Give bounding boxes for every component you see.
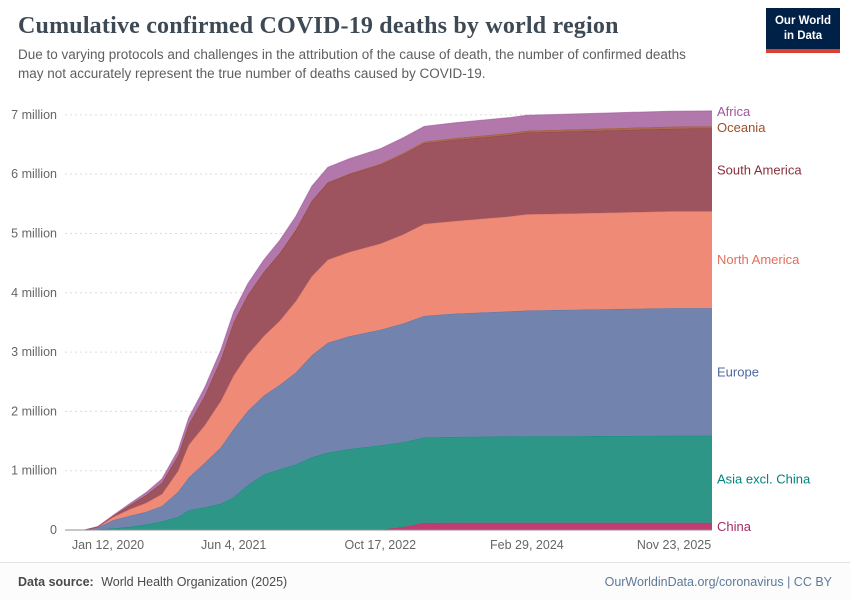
x-tick-label: Feb 29, 2024 <box>490 538 564 552</box>
area-asia-excl-china[interactable] <box>85 435 712 530</box>
area-china[interactable] <box>85 522 712 530</box>
area-north-america[interactable] <box>85 211 712 530</box>
legend-label-africa[interactable]: Africa <box>717 104 751 119</box>
legend-label-asia-excl-china[interactable]: Asia excl. China <box>717 472 811 487</box>
owid-logo-line2: in Data <box>783 29 823 42</box>
y-tick-label: 0 <box>50 523 57 537</box>
area-europe[interactable] <box>85 308 712 530</box>
chart-subtitle: Due to varying protocols and challenges … <box>18 47 686 82</box>
owid-logo: Our World in Data <box>765 8 840 53</box>
y-tick-label: 5 million <box>11 226 57 240</box>
owid-logo-line1: Our World <box>774 15 831 27</box>
legend-label-oceania[interactable]: Oceania <box>717 120 766 135</box>
x-tick-label: Jun 4, 2021 <box>201 538 266 552</box>
legend-label-north-america[interactable]: North America <box>717 252 800 267</box>
legend-label-south-america[interactable]: South America <box>717 162 802 177</box>
area-south-america[interactable] <box>85 128 712 530</box>
y-tick-label: 6 million <box>11 167 57 181</box>
legend-label-china[interactable]: China <box>717 519 752 534</box>
legend-label-europe[interactable]: Europe <box>717 364 759 379</box>
data-source-value: World Health Organization (2025) <box>101 574 288 589</box>
y-tick-label: 3 million <box>11 345 57 359</box>
y-tick-label: 1 million <box>11 464 57 478</box>
data-source: Data source: World Health Organization (… <box>18 575 287 589</box>
footer: Data source: World Health Organization (… <box>0 562 850 600</box>
x-tick-label: Oct 17, 2022 <box>345 538 417 552</box>
y-tick-label: 7 million <box>11 108 57 122</box>
credit-link[interactable]: OurWorldinData.org/coronavirus | CC BY <box>604 574 832 589</box>
covid-deaths-stacked-area-chart[interactable]: 0 1 million 2 million 3 million 4 million 5 m… <box>0 96 850 562</box>
y-tick-label: 4 million <box>11 286 57 300</box>
page-title: Cumulative confirmed COVID-19 deaths by … <box>18 13 619 39</box>
x-tick-label: Nov 23, 2025 <box>637 538 711 552</box>
edge-africa <box>84 110 713 531</box>
x-tick-label: Jan 12, 2020 <box>72 538 144 552</box>
y-tick-label: 2 million <box>11 404 57 418</box>
data-source-label: Data source: <box>18 574 94 589</box>
owid-logo-accent-bar <box>765 48 840 53</box>
